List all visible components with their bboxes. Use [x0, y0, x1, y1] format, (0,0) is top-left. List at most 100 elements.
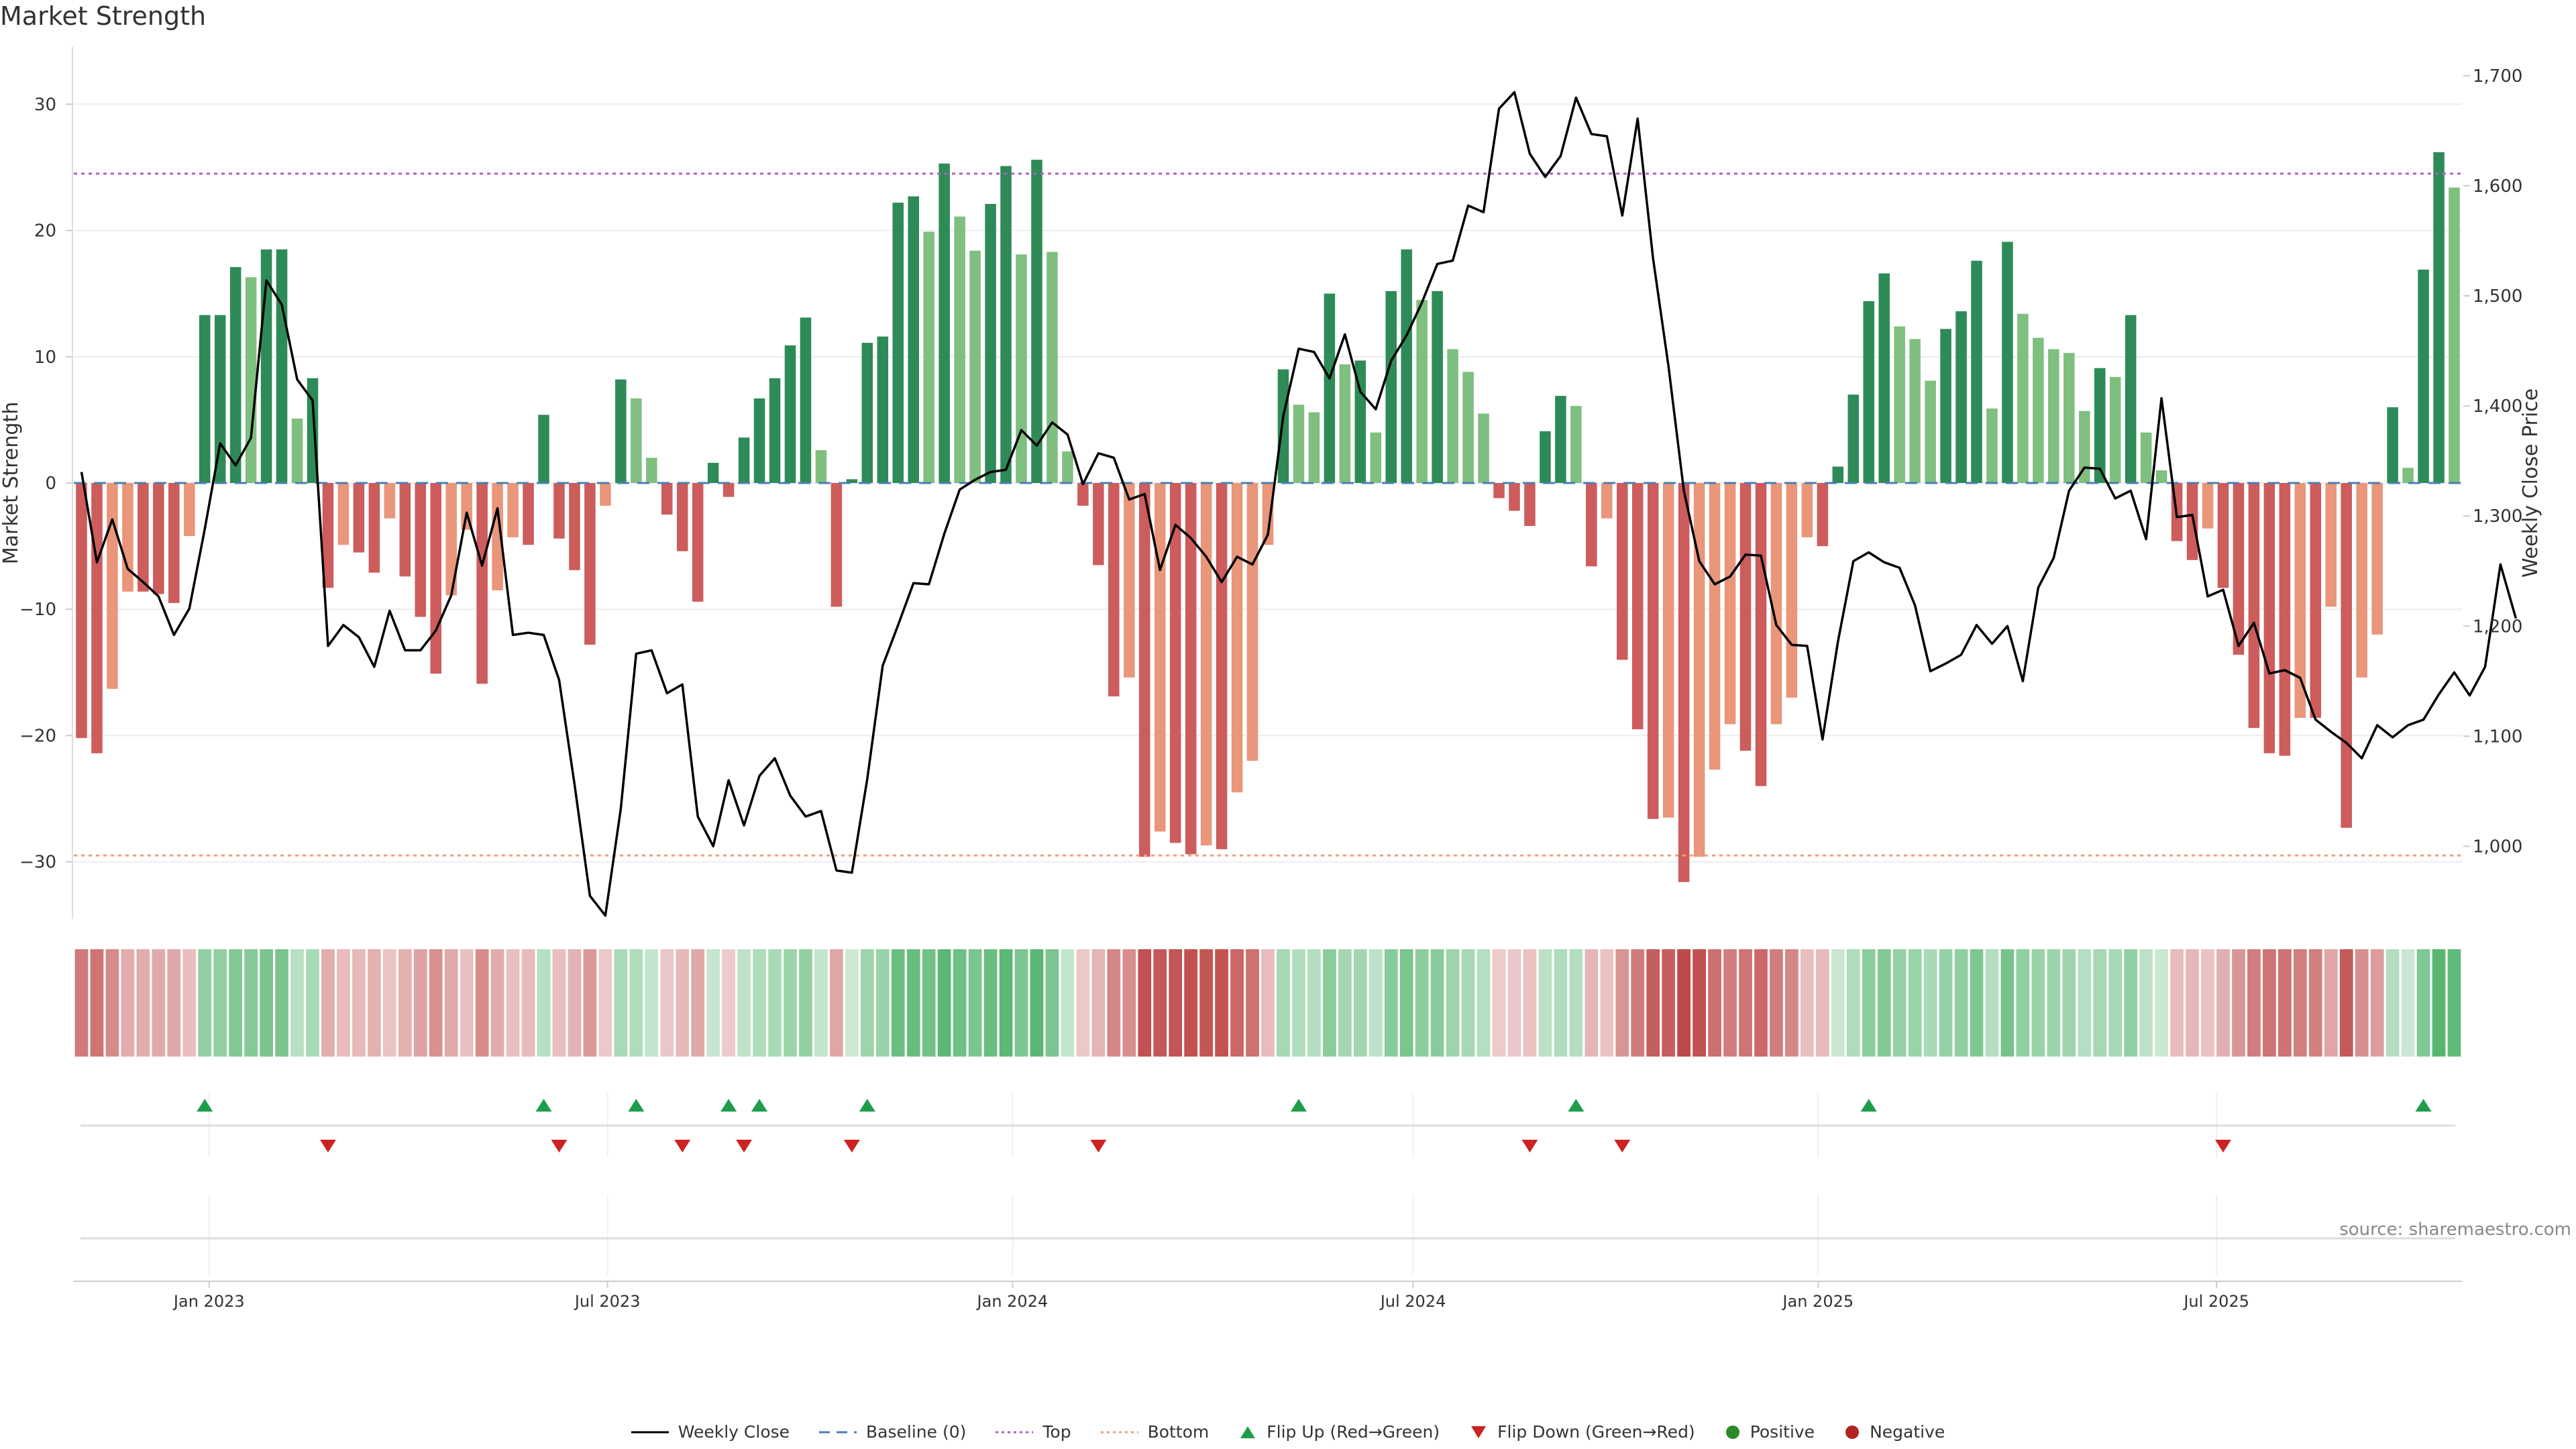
strength-bar [1277, 369, 1289, 483]
strength-bar [1724, 483, 1736, 724]
heat-strip-cell [1646, 949, 1660, 1057]
heat-strip-cell [460, 949, 474, 1057]
heat-strip-cell [968, 949, 982, 1057]
strength-bar [476, 483, 488, 684]
strength-bar [707, 462, 719, 483]
strength-bar [353, 483, 365, 553]
heat-strip-cell [922, 949, 936, 1057]
strength-bar [1770, 483, 1782, 724]
x-tick-label: Jan 2025 [1781, 1292, 1854, 1311]
strength-bar [2263, 483, 2275, 753]
heat-strip-cell [1461, 949, 1475, 1057]
strength-bar [1678, 483, 1690, 882]
strength-bar [1693, 483, 1705, 857]
heat-strip-cell [1368, 949, 1383, 1057]
strength-bar [153, 483, 164, 594]
flip-up-marker [628, 1099, 645, 1112]
triangle-up-icon [1240, 1426, 1256, 1438]
strength-bar [291, 419, 303, 483]
heat-strip-cell [2308, 949, 2322, 1057]
heat-strip-cell [244, 949, 258, 1057]
baseline-dash-icon [819, 1431, 857, 1433]
strength-bar [1894, 326, 1905, 483]
y-tick-label: 30 [34, 95, 56, 115]
heat-strip-cell [2216, 949, 2230, 1057]
heat-strip-cell [2000, 949, 2015, 1057]
strength-bar [815, 450, 827, 483]
legend-item-baseline: Baseline (0) [819, 1422, 966, 1442]
strength-bar [1817, 483, 1829, 547]
legend-label-negative: Negative [1870, 1422, 1945, 1442]
heat-strip-cell [1615, 949, 1629, 1057]
heat-strip-cell [722, 949, 736, 1057]
strength-bar [1662, 483, 1674, 818]
strength-bar [1847, 394, 1860, 483]
heat-strip-cell [2201, 949, 2214, 1057]
strength-bar [322, 483, 334, 588]
strength-bar [1940, 329, 1951, 483]
heat-strip-cell [1353, 949, 1367, 1057]
heat-strip-cell [1138, 949, 1152, 1057]
heat-strip-cell [2432, 949, 2446, 1057]
heat-strip-cell [490, 949, 504, 1057]
heat-strip-cell [706, 949, 720, 1057]
heat-strip-cell [2062, 949, 2076, 1057]
strength-bar [2079, 411, 2090, 483]
heat-strip-cell [152, 949, 166, 1057]
strength-bar [1000, 166, 1012, 483]
heat-strip-cell [2385, 949, 2400, 1057]
strength-bar [538, 415, 549, 483]
strength-bar [76, 483, 87, 739]
heat-strip-cell [2293, 949, 2307, 1057]
heat-strip-cell [2355, 949, 2369, 1057]
flip-up-marker [197, 1099, 213, 1112]
strength-bar [1385, 290, 1397, 483]
strength-bar [908, 196, 920, 483]
heat-strip-cell [2155, 949, 2169, 1057]
strength-bar [615, 379, 627, 483]
strength-bar [1339, 364, 1351, 483]
strength-bar [2125, 315, 2137, 483]
strength-bar [954, 216, 965, 483]
strength-bar [2202, 483, 2214, 529]
strength-bar [2233, 483, 2245, 655]
strength-bar [1478, 413, 1489, 483]
strength-bar [1786, 483, 1798, 698]
strength-bar [1493, 483, 1505, 498]
axes: −30 −20 −10 0 10 20 30 Market Strength 1,000 1,10… [0, 47, 2542, 919]
strength-heat-strip [74, 949, 2461, 1057]
y-tick-label: −10 [19, 600, 56, 620]
heat-strip-cell [676, 949, 690, 1057]
strength-bar [2325, 483, 2337, 607]
strength-bar [1046, 252, 1058, 483]
flip-down-marker [1614, 1140, 1631, 1152]
heat-strip-cell [2170, 949, 2184, 1057]
y2-tick-label: 1,000 [2473, 837, 2522, 857]
heat-strip-cell [506, 949, 520, 1057]
heat-strip-cell [953, 949, 967, 1057]
legend-item-bottom: Bottom [1100, 1422, 1210, 1442]
flip-down-marker [319, 1140, 336, 1152]
heat-strip-cell [1122, 949, 1136, 1057]
heat-strip-cell [1815, 949, 1829, 1057]
strength-bar [676, 483, 688, 551]
strength-bar [1062, 451, 1073, 483]
y2-tick-label: 1,100 [2473, 727, 2522, 747]
strength-bar [784, 345, 796, 483]
legend-label-bottom: Bottom [1147, 1422, 1210, 1442]
strength-bar [1616, 483, 1628, 660]
strength-bar [2418, 269, 2429, 483]
heat-strip-cell [1846, 949, 1860, 1057]
heat-strip-cell [1970, 949, 1984, 1057]
y2-tick-label: 1,500 [2473, 286, 2522, 307]
strength-bar [1231, 483, 1243, 793]
heat-strip-cell [1908, 949, 1922, 1057]
heat-strip-cell [1107, 949, 1121, 1057]
strength-bar [2109, 376, 2121, 483]
strength-bar [1986, 408, 1998, 483]
heat-strip-cell [1569, 949, 1583, 1057]
heat-strip-cell [1091, 949, 1106, 1057]
strength-bar [600, 483, 611, 506]
strength-bar [1308, 412, 1320, 483]
strength-bar [2248, 483, 2260, 729]
